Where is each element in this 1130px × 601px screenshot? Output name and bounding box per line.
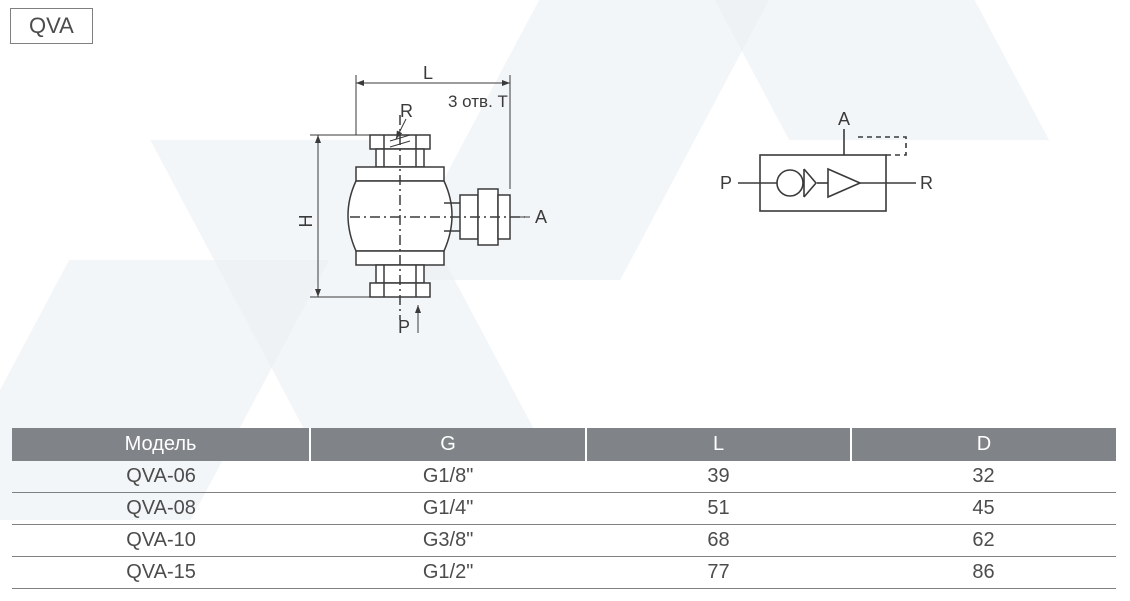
- cell-model: QVA-08: [12, 493, 310, 525]
- diagram-area: L 3 отв. T R H A P: [0, 55, 1130, 415]
- dim-label-H: H: [296, 215, 316, 228]
- table-header-row: Модель G L D: [12, 428, 1116, 461]
- cell-d: 86: [851, 557, 1116, 589]
- schem-label-R: R: [920, 173, 933, 193]
- cell-l: 39: [586, 461, 851, 493]
- spec-table: Модель G L D QVA-06 G1/8" 39 32 QVA-08 G…: [12, 428, 1116, 589]
- cell-d: 32: [851, 461, 1116, 493]
- pneumatic-schematic: A P R: [720, 109, 933, 211]
- cell-d: 62: [851, 525, 1116, 557]
- schem-label-A: A: [838, 109, 850, 129]
- cell-model: QVA-06: [12, 461, 310, 493]
- table-row: QVA-10 G3/8" 68 62: [12, 525, 1116, 557]
- cell-model: QVA-15: [12, 557, 310, 589]
- hole-note: 3 отв. T: [448, 92, 508, 111]
- col-header-g: G: [310, 428, 586, 461]
- cell-g: G1/8": [310, 461, 586, 493]
- col-header-d: D: [851, 428, 1116, 461]
- table-row: QVA-08 G1/4" 51 45: [12, 493, 1116, 525]
- col-header-model: Модель: [12, 428, 310, 461]
- col-header-l: L: [586, 428, 851, 461]
- dim-label-L: L: [423, 63, 433, 83]
- dim-label-R: R: [400, 101, 413, 121]
- cell-l: 68: [586, 525, 851, 557]
- cell-g: G1/4": [310, 493, 586, 525]
- mechanical-drawing: L 3 отв. T R H A P: [296, 63, 547, 337]
- cell-model: QVA-10: [12, 525, 310, 557]
- schem-label-P: P: [720, 173, 732, 193]
- cell-l: 77: [586, 557, 851, 589]
- table-row: QVA-06 G1/8" 39 32: [12, 461, 1116, 493]
- cell-g: G3/8": [310, 525, 586, 557]
- table-row: QVA-15 G1/2" 77 86: [12, 557, 1116, 589]
- port-label-A: A: [535, 207, 547, 227]
- page-title: QVA: [10, 8, 93, 44]
- cell-l: 51: [586, 493, 851, 525]
- port-label-P: P: [398, 317, 410, 337]
- cell-d: 45: [851, 493, 1116, 525]
- cell-g: G1/2": [310, 557, 586, 589]
